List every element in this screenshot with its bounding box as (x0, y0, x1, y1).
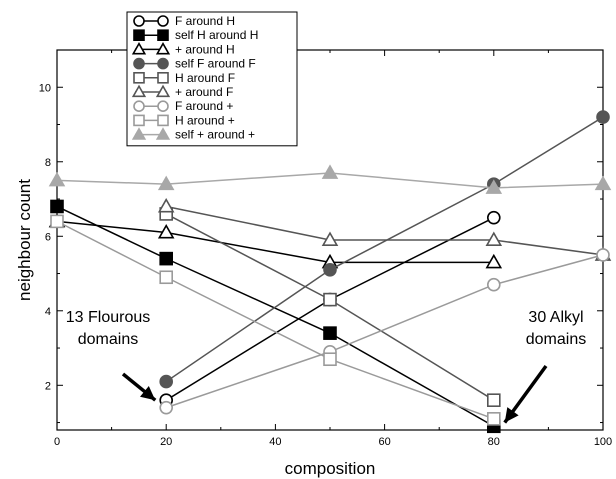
y-tick-label: 4 (45, 306, 51, 318)
legend-marker (155, 42, 171, 55)
data-point (594, 175, 612, 191)
legend-label: self H around H (175, 28, 258, 42)
series-line (56, 220, 494, 264)
annotation-label: 13 Flourous (66, 309, 151, 326)
data-point (50, 214, 64, 229)
annotation-arrowhead (504, 407, 519, 423)
legend-marker (155, 84, 171, 98)
data-point (323, 326, 337, 340)
series-6 (159, 248, 610, 415)
series-line (56, 220, 495, 420)
y-tick-label: 6 (45, 231, 51, 243)
data-point (50, 199, 64, 214)
data-point (486, 277, 501, 292)
legend-marker (157, 29, 169, 42)
legend-marker (133, 72, 145, 84)
data-point (48, 171, 66, 187)
data-point (485, 231, 503, 246)
data-point (159, 270, 173, 285)
legend-marker (157, 57, 169, 70)
data-point (157, 224, 175, 239)
legend-marker (155, 127, 171, 140)
data-point (485, 179, 503, 194)
legend-entry: + around H (131, 42, 235, 56)
data-point (157, 175, 175, 191)
data-point (486, 393, 501, 407)
annotation-label: 30 Alkyl (528, 309, 583, 326)
data-point (486, 412, 501, 426)
legend-marker (133, 100, 145, 112)
legend-marker (133, 114, 145, 127)
legend-box (126, 11, 298, 147)
annotation-label: domains (78, 331, 138, 348)
data-point (159, 400, 173, 415)
x-tick-label: 20 (160, 436, 172, 448)
data-point (159, 251, 173, 266)
legend-entry: H around F (133, 71, 235, 85)
legend-entry: self F around F (133, 57, 256, 71)
y-tick-label: 8 (45, 157, 51, 169)
data-point (321, 231, 339, 246)
legend-label: F around + (175, 99, 233, 113)
series-5 (157, 197, 612, 261)
series-line (165, 254, 604, 409)
series-7 (50, 214, 501, 426)
data-point (159, 374, 173, 389)
series-2 (48, 212, 503, 269)
legend-label: self + around + (175, 128, 255, 142)
annotation-arrowhead (139, 385, 156, 401)
legend-label: H around + (175, 113, 235, 127)
data-point (323, 292, 337, 307)
data-point (321, 164, 339, 179)
legend-entry: F around + (133, 99, 233, 113)
legend-marker (133, 15, 145, 27)
x-tick-label: 40 (269, 436, 281, 448)
x-tick-label: 60 (378, 436, 390, 448)
data-point (596, 110, 610, 124)
legend-marker (157, 15, 169, 27)
series-line (166, 205, 604, 256)
legend-label: H around F (175, 71, 235, 85)
legend-label: self F around F (175, 57, 256, 71)
data-point (323, 352, 337, 367)
legend-marker (157, 100, 169, 112)
legend-marker (131, 42, 147, 55)
x-tick-label: 100 (594, 436, 612, 448)
annotation-label: domains (526, 331, 586, 348)
legend-entry: + around F (131, 84, 233, 99)
data-point (596, 248, 610, 262)
legend-entry: self H around H (133, 28, 258, 42)
series-1 (50, 199, 501, 434)
data-point (323, 263, 337, 277)
data-point (157, 197, 175, 213)
legend-marker (131, 84, 147, 98)
legend-label: + around F (175, 85, 233, 99)
data-point (486, 210, 501, 225)
legend-marker (157, 72, 169, 84)
legend-entry: self + around + (131, 127, 255, 142)
x-axis-label: composition (285, 459, 376, 478)
series-line (165, 116, 604, 383)
legend-marker (131, 127, 147, 140)
legend-label: + around H (175, 42, 235, 56)
x-tick-label: 0 (54, 436, 60, 448)
y-tick-label: 10 (39, 82, 51, 94)
legend-entry: H around + (133, 113, 235, 127)
series-8 (48, 164, 612, 194)
data-point (485, 253, 503, 269)
legend-label: F around H (175, 14, 235, 28)
legend-entry: F around H (133, 14, 235, 28)
y-axis-label: neighbour count (15, 179, 34, 301)
x-tick-label: 80 (488, 436, 500, 448)
legend-marker (133, 57, 145, 70)
series-line (56, 205, 495, 427)
legend-marker (133, 29, 145, 42)
legend-marker (157, 114, 169, 127)
y-tick-label: 2 (45, 380, 51, 392)
